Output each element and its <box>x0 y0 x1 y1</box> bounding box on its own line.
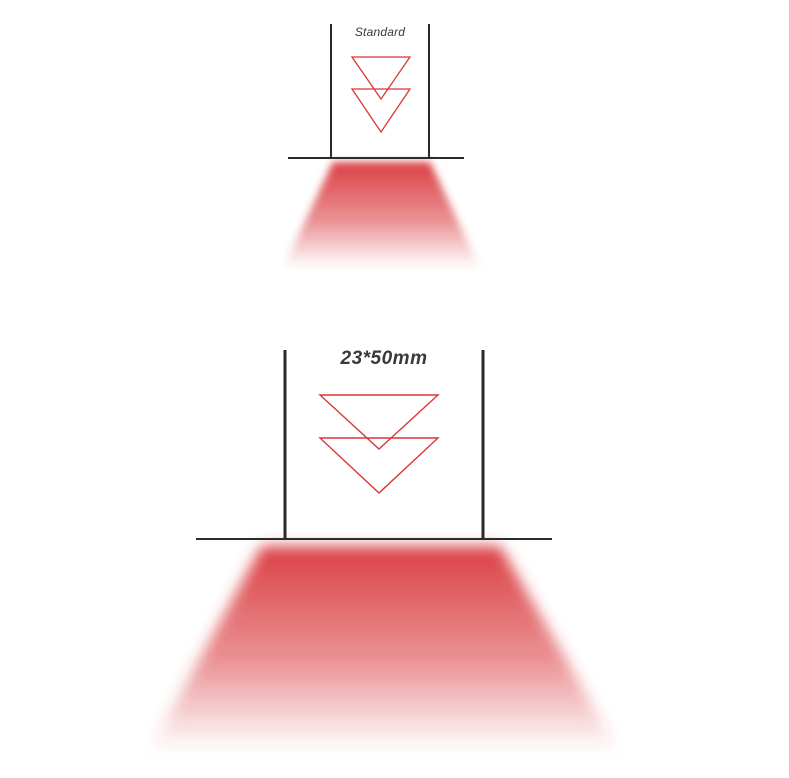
large-chevron-upper <box>318 394 440 450</box>
large-double-chevron-down-icon <box>318 394 440 494</box>
large-unit <box>148 350 620 752</box>
large-chevron-lower <box>318 437 440 494</box>
standard-chevron-upper <box>350 56 412 101</box>
standard-label: Standard <box>354 25 406 39</box>
standard-glow-beam <box>283 162 480 268</box>
standard-unit <box>283 24 480 268</box>
large-glow-beam <box>148 546 620 752</box>
standard-double-chevron-down-icon <box>350 56 412 134</box>
standard-chevron-lower <box>350 88 412 134</box>
large-size-label: 23*50mm <box>340 348 428 369</box>
